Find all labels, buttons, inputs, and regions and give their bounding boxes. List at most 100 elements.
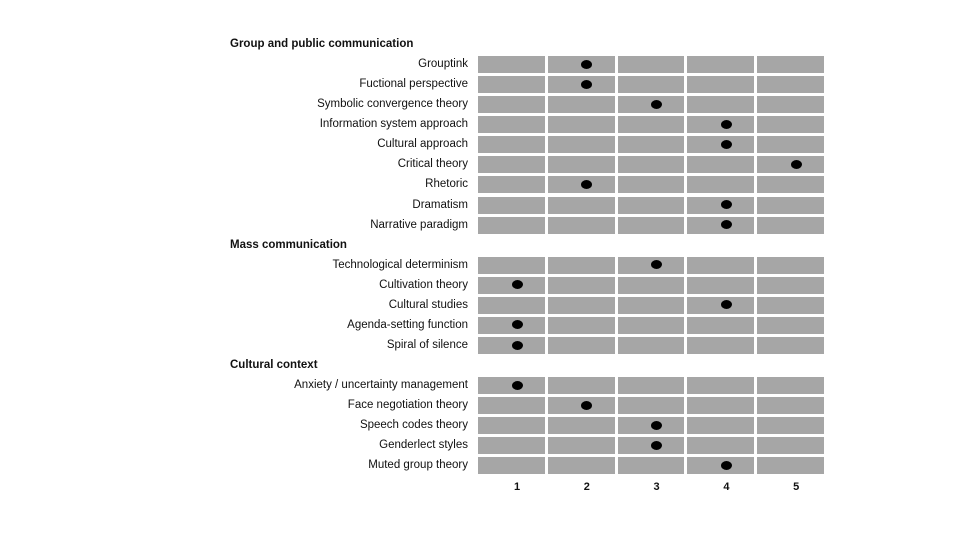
x-tick-label: 5 [793, 480, 800, 493]
grid-cell [687, 196, 755, 214]
grid-cell [547, 196, 615, 214]
grid-cell [478, 116, 545, 134]
grid-cell [617, 56, 685, 74]
grid-cell [687, 417, 755, 435]
grid-cell [547, 256, 615, 274]
grid-cell [757, 397, 824, 415]
grid-cell [757, 316, 824, 334]
grid-cell [617, 216, 685, 234]
row-label: Spiral of silence [386, 339, 468, 352]
grid-cell [547, 76, 615, 94]
row-label: Dramatism [412, 198, 468, 211]
grid-cell [547, 176, 615, 194]
grid-cell [617, 337, 685, 355]
row-label: Rhetoric [425, 178, 468, 191]
grid-cell [478, 337, 545, 355]
grid-cell [478, 56, 545, 74]
x-tick-label: 3 [653, 480, 660, 493]
grid-cell [617, 296, 685, 314]
grid-cell [687, 156, 755, 174]
grid-cell [547, 337, 615, 355]
grid-cell [757, 176, 824, 194]
row-label: Cultural studies [388, 298, 468, 311]
grid-cell [687, 76, 755, 94]
data-point [651, 440, 663, 450]
data-point [511, 280, 523, 290]
grid-cell [757, 256, 824, 274]
grid-cell [617, 397, 685, 415]
row-label: Face negotiation theory [347, 399, 468, 412]
grid-cell [687, 176, 755, 194]
grid-cell [617, 437, 685, 455]
grid-cell [757, 156, 824, 174]
grid-cell [687, 96, 755, 114]
grid-cell [478, 216, 545, 234]
grid-cell [757, 276, 824, 294]
grid-cell [757, 196, 824, 214]
grid-cell [547, 437, 615, 455]
row-label: Critical theory [397, 158, 468, 171]
data-point [511, 320, 523, 330]
grid-cell [687, 316, 755, 334]
row-label: Grouptink [418, 58, 468, 71]
grid-cell [478, 176, 545, 194]
grid-cell [617, 276, 685, 294]
grid-cell [757, 96, 824, 114]
row-label: Narrative paradigm [370, 218, 468, 231]
row-label: Information system approach [319, 118, 468, 131]
grid-cell [478, 256, 545, 274]
data-point [720, 139, 732, 149]
grid-cell [478, 417, 545, 435]
grid-cell [617, 156, 685, 174]
grid-cell [547, 156, 615, 174]
data-point [511, 380, 523, 390]
x-tick-label: 2 [583, 480, 590, 493]
row-label: Anxiety / uncertainty management [294, 379, 468, 392]
grid-cell [547, 397, 615, 415]
grid-cell [547, 116, 615, 134]
grid-cell [757, 56, 824, 74]
row-label: Speech codes theory [359, 419, 468, 432]
grid-cell [478, 437, 545, 455]
grid-cell [687, 56, 755, 74]
grid-cell [617, 457, 685, 475]
grid-cell [617, 256, 685, 274]
grid-cell [757, 377, 824, 395]
grid-cell [547, 417, 615, 435]
grid-cell [617, 316, 685, 334]
grid-cell [687, 397, 755, 415]
data-point [581, 79, 593, 89]
grid-cell [617, 96, 685, 114]
grid-cell [687, 457, 755, 475]
grid-cell [478, 156, 545, 174]
grid-cell [478, 196, 545, 214]
row-label: Muted group theory [368, 459, 468, 472]
grid-cell [478, 457, 545, 475]
grid-cell [687, 296, 755, 314]
grid-cell [547, 296, 615, 314]
grid-cell [757, 216, 824, 234]
grid-cell [478, 377, 545, 395]
data-point [720, 119, 732, 129]
row-label: Symbolic convergence theory [317, 98, 468, 111]
grid-cell [547, 56, 615, 74]
grid-cell [757, 457, 824, 475]
grid-cell [757, 116, 824, 134]
grid-cell [478, 316, 545, 334]
data-point [720, 460, 732, 470]
grid-cell [478, 96, 545, 114]
row-label: Cultivation theory [379, 278, 468, 291]
grid-cell [757, 136, 824, 154]
grid-cell [547, 216, 615, 234]
grid-cell [478, 397, 545, 415]
data-point [511, 340, 523, 350]
x-tick-label: 1 [513, 480, 521, 493]
data-point [581, 179, 593, 189]
grid-cell [617, 417, 685, 435]
grid-cell [757, 76, 824, 94]
grid-cell [547, 96, 615, 114]
group-heading: Cultural context [230, 359, 318, 372]
grid-cell [687, 116, 755, 134]
grid-cell [757, 296, 824, 314]
